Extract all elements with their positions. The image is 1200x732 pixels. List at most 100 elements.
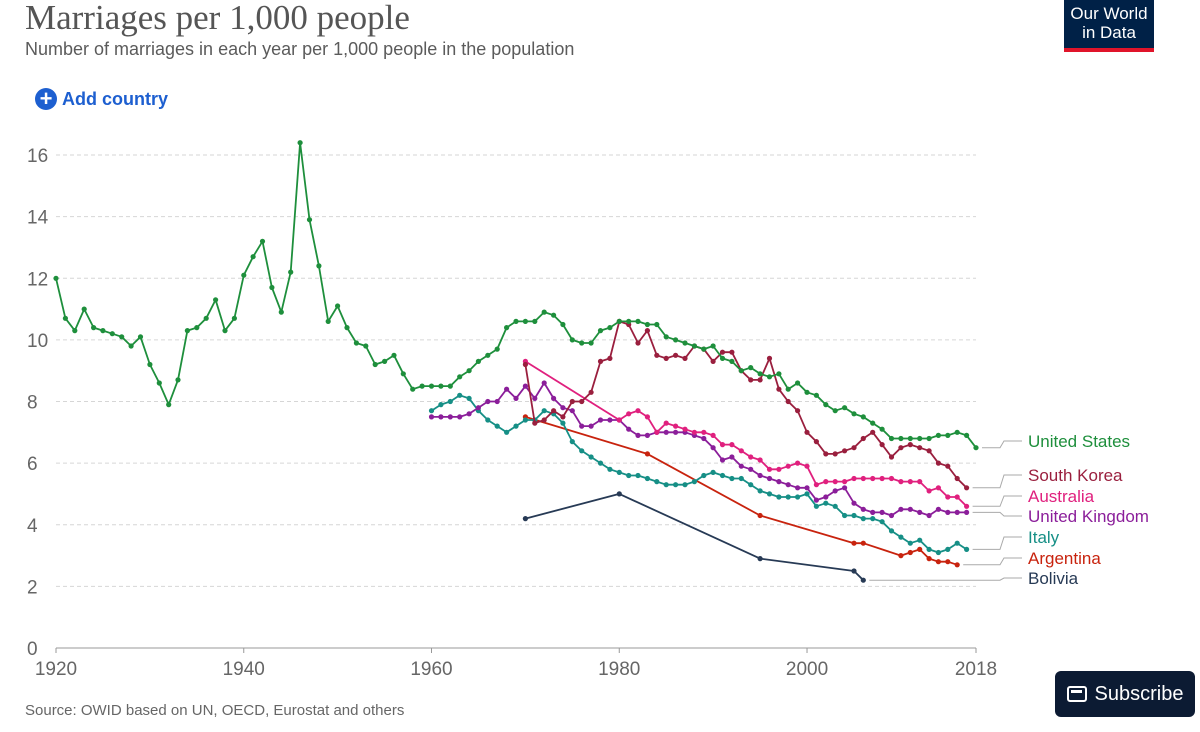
data-point-italy [569,439,575,445]
data-point-italy [466,395,472,401]
data-point-south-korea [597,358,604,364]
data-point-united-kingdom [579,423,585,429]
label-connector-bolivia [869,577,1022,581]
data-point-italy [597,460,604,466]
data-point-italy [588,454,594,460]
data-point-italy [954,540,960,546]
logo-red-bar [1064,48,1154,52]
label-connector-south-korea [972,474,1022,489]
data-point-italy [795,494,801,500]
data-point-italy [766,491,773,497]
series-label-bolivia: Bolivia [1028,569,1079,588]
data-point-italy [917,537,923,543]
y-tick-label: 10 [27,331,48,352]
data-point-united-kingdom [870,509,876,515]
series-line-united-kingdom [431,382,967,517]
data-point-south-korea [832,451,838,457]
data-point-south-korea [654,352,660,358]
data-point-united-kingdom [935,506,942,512]
series-label-argentina: Argentina [1028,549,1101,568]
newsletter-icon [1066,686,1087,702]
data-point-south-korea [748,377,754,383]
data-point-united-states [776,371,782,377]
data-point-australia [757,457,763,463]
data-point-australia [673,423,679,429]
data-point-united-states [316,263,322,269]
data-point-australia [945,494,951,500]
data-point-united-states [588,340,594,346]
data-point-australia [644,414,651,420]
data-point-italy [870,516,876,522]
owid-logo[interactable]: Our World in Data [1064,0,1154,52]
data-point-south-korea [935,460,942,466]
data-point-south-korea [879,442,885,448]
data-point-italy [607,466,613,472]
data-point-australia [917,479,923,485]
data-point-united-states [363,343,369,349]
data-point-united-kingdom [851,500,857,506]
data-point-united-states [522,318,529,324]
data-point-united-kingdom [813,497,820,503]
data-point-italy [860,516,866,522]
data-point-united-states [353,340,359,346]
data-point-south-korea [870,429,876,435]
data-point-united-states [569,337,575,343]
add-country-button[interactable]: + Add country [35,88,168,110]
data-point-united-states [175,377,181,383]
subscribe-button[interactable]: Subscribe [1055,671,1195,717]
data-point-united-states [231,315,237,321]
data-point-south-korea [551,408,557,414]
data-point-united-states [447,383,453,389]
y-tick-label: 6 [27,454,38,475]
data-point-italy [447,398,453,405]
data-point-australia [663,420,669,426]
x-tick-label: 2000 [786,659,828,680]
data-point-italy [785,494,791,500]
data-point-south-korea [607,355,613,361]
data-point-united-states [879,426,885,432]
data-point-italy [823,500,829,506]
data-point-united-states [91,325,97,331]
data-point-united-kingdom [738,463,744,469]
data-point-united-states [804,389,810,395]
data-point-australia [870,475,876,482]
label-connector-australia [972,495,1022,507]
data-point-united-kingdom [438,414,444,420]
data-point-united-kingdom [597,417,604,423]
data-point-bolivia [851,568,857,574]
data-point-united-states [156,380,162,386]
x-tick-label: 1940 [223,659,265,680]
data-point-united-states [184,328,190,334]
data-point-australia [776,466,782,472]
data-point-united-states [62,315,68,321]
add-country-label: Add country [62,88,168,109]
data-point-united-states [842,405,848,411]
data-point-united-states [860,414,866,420]
data-point-united-states [306,217,313,223]
chart-subtitle: Number of marriages in each year per 1,0… [25,39,575,59]
plus-circle-icon: + [35,88,57,110]
data-point-united-kingdom [541,380,547,386]
data-point-argentina [898,553,904,559]
data-point-united-kingdom [964,509,970,515]
data-point-australia [813,482,820,488]
data-point-australia [823,479,829,485]
data-point-united-kingdom [842,485,848,491]
data-point-australia [832,479,838,485]
y-tick-label: 16 [27,146,48,167]
data-point-united-kingdom [701,435,707,442]
data-point-united-kingdom [954,509,960,515]
data-point-australia [719,442,726,448]
data-point-united-states [278,309,284,315]
data-point-united-states [485,352,491,358]
data-point-bolivia [860,577,866,583]
data-point-united-states [560,321,566,328]
data-point-australia [860,475,866,482]
x-tick-label: 1960 [410,659,452,680]
data-point-south-korea [588,389,594,395]
data-point-united-states [719,355,726,361]
data-point-argentina [954,562,960,568]
data-point-italy [964,546,970,553]
data-point-italy [926,546,932,553]
